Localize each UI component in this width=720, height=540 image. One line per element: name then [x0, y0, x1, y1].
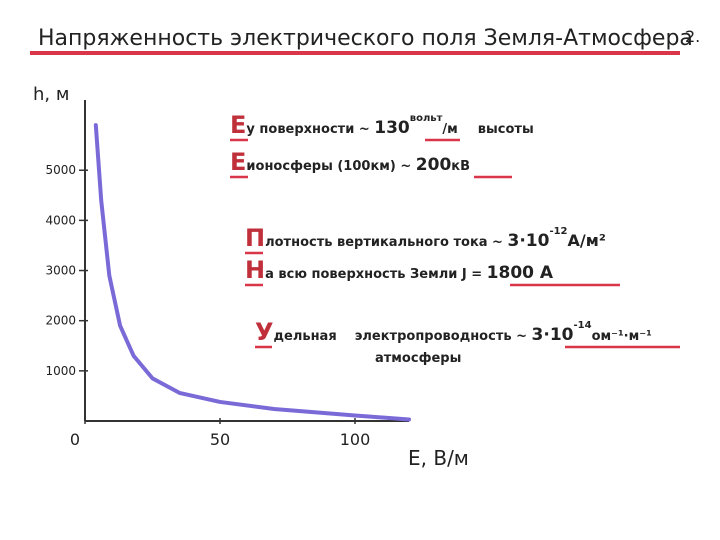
- note: Плотность вертикального тока ~ 3·10-12А/…: [245, 224, 606, 252]
- note: атмосферы: [375, 351, 461, 366]
- slide-title: Напряженность электрического поля Земля-…: [38, 26, 693, 51]
- x-tick-label: 100: [340, 430, 371, 449]
- note: Еионосферы (100км) ~ 200кВ: [230, 148, 470, 176]
- y-axis-label: h, м: [33, 84, 69, 105]
- curve: [93, 123, 411, 422]
- y-tick-label: 1000: [45, 364, 76, 378]
- x-axis-label: E, В/м: [408, 446, 469, 470]
- y-tick-label: 5000: [45, 163, 76, 177]
- page-number: 2.: [685, 27, 700, 46]
- y-tick-label: 2000: [45, 314, 76, 328]
- y-tick-label: 4000: [45, 213, 76, 227]
- note: Еу поверхности ~ 130вольт/м высоты: [230, 111, 534, 139]
- underlines: [230, 138, 680, 349]
- x-tick-label: 0: [70, 430, 80, 449]
- note: Удельная электропроводность ~ 3·10-14ом⁻¹…: [255, 318, 652, 346]
- y-tick-label: 3000: [45, 264, 76, 278]
- note: На всю поверхность Земли J = 1800 А: [245, 256, 554, 284]
- x-tick-label: 50: [210, 430, 230, 449]
